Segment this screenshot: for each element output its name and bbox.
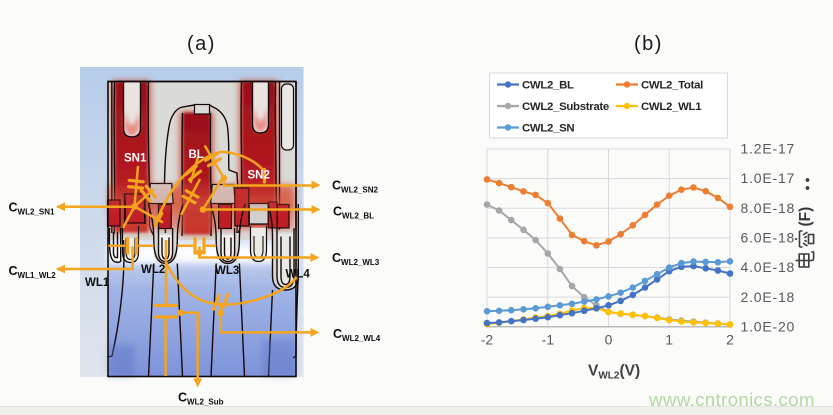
svg-text:CWL2_SN1: CWL2_SN1 [9, 201, 55, 217]
svg-text:WL3: WL3 [215, 265, 239, 277]
svg-text:(a): (a) [187, 33, 216, 55]
svg-text:(b): (b) [634, 33, 663, 55]
svg-text:CWL2_SN: CWL2_SN [522, 123, 574, 135]
svg-text:WL4: WL4 [286, 269, 311, 281]
svg-text:2: 2 [726, 332, 734, 348]
svg-text:CWL2_WL1: CWL2_WL1 [641, 101, 702, 113]
svg-text:CWL2_Total: CWL2_Total [641, 80, 703, 92]
svg-text:2.0E-18: 2.0E-18 [741, 289, 796, 305]
svg-text:WL1: WL1 [85, 277, 110, 289]
svg-text:WL2: WL2 [141, 264, 165, 276]
svg-text:1.0E-17: 1.0E-17 [741, 170, 796, 186]
svg-text:SN1: SN1 [124, 153, 147, 165]
svg-text:1: 1 [665, 332, 673, 348]
svg-text:1.2E-17: 1.2E-17 [741, 141, 796, 157]
svg-text:CWL2_WL3: CWL2_WL3 [332, 251, 380, 267]
svg-text:CWL2_Sub: CWL2_Sub [178, 391, 224, 407]
svg-text:VWL2(V): VWL2(V) [588, 363, 640, 382]
svg-text:4.0E-18: 4.0E-18 [741, 259, 796, 275]
svg-text:CWL2_Substrate: CWL2_Substrate [522, 101, 609, 113]
svg-text:0: 0 [605, 332, 613, 348]
svg-text:SN2: SN2 [248, 170, 270, 182]
svg-text:6.0E-18: 6.0E-18 [741, 230, 796, 246]
svg-text:-2: -2 [481, 332, 494, 348]
svg-text:CWL2_SN2: CWL2_SN2 [332, 179, 378, 195]
svg-text:8.0E-18: 8.0E-18 [741, 200, 796, 216]
svg-text:CWL2_BL: CWL2_BL [522, 80, 574, 92]
svg-text:CWL1_WL2: CWL1_WL2 [9, 264, 57, 280]
svg-text:BL: BL [189, 149, 204, 161]
svg-text:(F): (F) [797, 207, 814, 227]
svg-text:1.0E-20: 1.0E-20 [741, 318, 796, 334]
svg-text:CWL2_WL4: CWL2_WL4 [333, 327, 381, 343]
svg-text:-1: -1 [542, 332, 555, 348]
svg-text:CWL2_BL: CWL2_BL [333, 205, 374, 221]
